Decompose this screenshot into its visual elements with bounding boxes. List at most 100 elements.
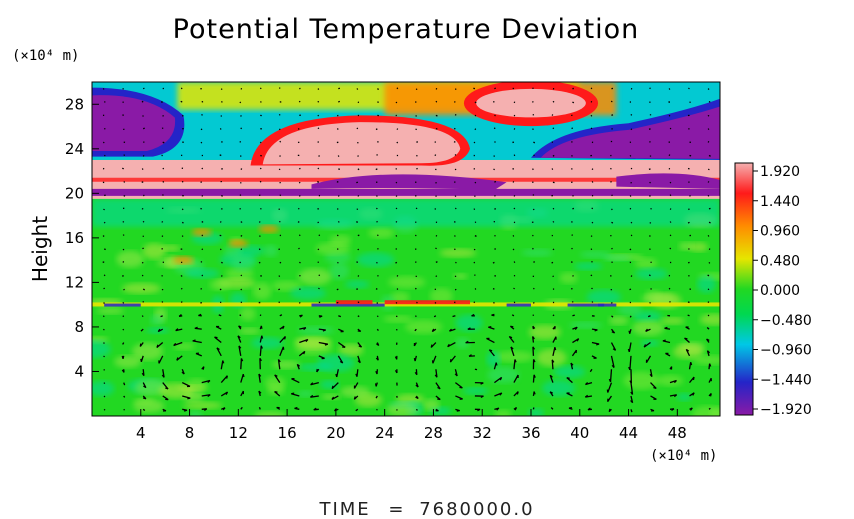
wind-vector bbox=[239, 314, 242, 317]
wind-vector-head bbox=[178, 313, 182, 317]
wind-vector bbox=[707, 128, 710, 130]
wind-vector bbox=[240, 127, 243, 130]
wind-vector-head bbox=[282, 325, 285, 330]
x-tick-label: 28 bbox=[424, 424, 443, 442]
field-texture bbox=[487, 366, 520, 384]
wind-vector bbox=[707, 181, 710, 183]
wind-vector bbox=[649, 181, 651, 184]
wind-vector bbox=[590, 235, 593, 237]
field-layer-cold bbox=[598, 303, 617, 307]
wind-vector bbox=[181, 208, 184, 211]
wind-vector bbox=[180, 287, 183, 290]
field-texture bbox=[297, 390, 314, 398]
wind-vector bbox=[357, 195, 360, 197]
wind-vector bbox=[258, 407, 261, 410]
time-value: 7680000.0 bbox=[419, 499, 534, 519]
wind-vector bbox=[494, 194, 496, 197]
wind-vector-head bbox=[259, 357, 262, 362]
wind-vector bbox=[122, 261, 125, 263]
wind-vector bbox=[395, 261, 398, 264]
wind-vector bbox=[278, 275, 281, 277]
wind-vector bbox=[572, 101, 575, 104]
wind-vector bbox=[317, 100, 320, 103]
wind-vector-head bbox=[576, 338, 580, 342]
wind-vector-head bbox=[516, 391, 519, 395]
wind-vector-head bbox=[294, 406, 298, 409]
wind-vector bbox=[192, 340, 202, 344]
wind-vector-head bbox=[649, 373, 653, 378]
field-texture bbox=[689, 242, 708, 252]
wind-vector bbox=[219, 288, 222, 291]
field-texture bbox=[423, 398, 440, 411]
field-texture bbox=[92, 380, 115, 397]
wind-vector bbox=[493, 168, 495, 171]
wind-vector bbox=[180, 100, 183, 103]
wind-vector bbox=[395, 195, 398, 197]
wind-vector bbox=[219, 154, 222, 157]
wind-vector-head bbox=[121, 355, 124, 359]
x-tick-label: 8 bbox=[185, 424, 195, 442]
wind-vector bbox=[102, 141, 105, 144]
colorbar-tick-label: 0.960 bbox=[760, 224, 800, 240]
wind-vector bbox=[474, 181, 477, 184]
wind-vector-head bbox=[709, 363, 712, 367]
wind-vector bbox=[298, 100, 301, 103]
wind-vector bbox=[434, 301, 437, 304]
x-tick-label: 36 bbox=[521, 424, 540, 442]
wind-vector bbox=[395, 235, 398, 237]
wind-vector-head bbox=[673, 380, 677, 384]
wind-vector-head bbox=[415, 396, 419, 400]
wind-vector bbox=[494, 180, 497, 183]
wind-vector-head bbox=[226, 375, 228, 379]
wind-vector bbox=[454, 288, 457, 291]
field-texture bbox=[677, 393, 692, 401]
wind-vector bbox=[455, 261, 457, 264]
wind-vector bbox=[590, 114, 593, 117]
field-texture bbox=[521, 248, 553, 257]
wind-vector-head bbox=[143, 385, 147, 389]
wind-vector bbox=[415, 408, 418, 411]
y-axis-label: Height bbox=[28, 216, 52, 282]
field-texture bbox=[691, 406, 720, 416]
x-tick-label: 16 bbox=[278, 424, 297, 442]
wind-vector bbox=[648, 235, 651, 237]
wind-vector bbox=[357, 234, 360, 237]
wind-vector bbox=[375, 168, 378, 171]
wind-vector-head bbox=[533, 391, 536, 395]
wind-vector bbox=[291, 378, 300, 384]
wind-vector bbox=[435, 100, 438, 103]
wind-vector-head bbox=[291, 392, 295, 395]
field-texture bbox=[344, 280, 370, 289]
wind-vector bbox=[645, 355, 652, 364]
wind-vector bbox=[337, 261, 339, 264]
wind-vector-head bbox=[533, 374, 536, 378]
wind-vector bbox=[355, 408, 359, 412]
wind-vector bbox=[317, 167, 320, 170]
wind-vector-head bbox=[313, 407, 317, 411]
wind-vector bbox=[200, 261, 203, 263]
field-texture bbox=[235, 245, 265, 257]
field-texture bbox=[254, 411, 287, 416]
wind-vector bbox=[649, 87, 651, 90]
wind-vector-head bbox=[237, 335, 241, 339]
wind-vector bbox=[279, 194, 282, 197]
wind-vector bbox=[707, 235, 710, 237]
wind-vector bbox=[629, 355, 632, 370]
wind-vector bbox=[414, 328, 417, 332]
x-axis-unit: (×10⁴ m) bbox=[650, 448, 717, 464]
warm-blob bbox=[476, 88, 586, 118]
wind-vector bbox=[102, 328, 105, 331]
field-texture bbox=[263, 244, 278, 257]
wind-vector-head bbox=[554, 326, 556, 330]
wind-vector bbox=[376, 154, 378, 156]
wind-vector-head bbox=[310, 382, 314, 386]
wind-vector-head bbox=[690, 361, 693, 366]
wind-vector bbox=[220, 375, 228, 384]
wind-vector-head bbox=[335, 373, 338, 378]
field-texture bbox=[173, 342, 195, 350]
wind-vector bbox=[279, 346, 284, 357]
wind-vector-head bbox=[165, 387, 169, 390]
wind-vector-head bbox=[175, 328, 179, 332]
wind-vector bbox=[278, 288, 281, 291]
